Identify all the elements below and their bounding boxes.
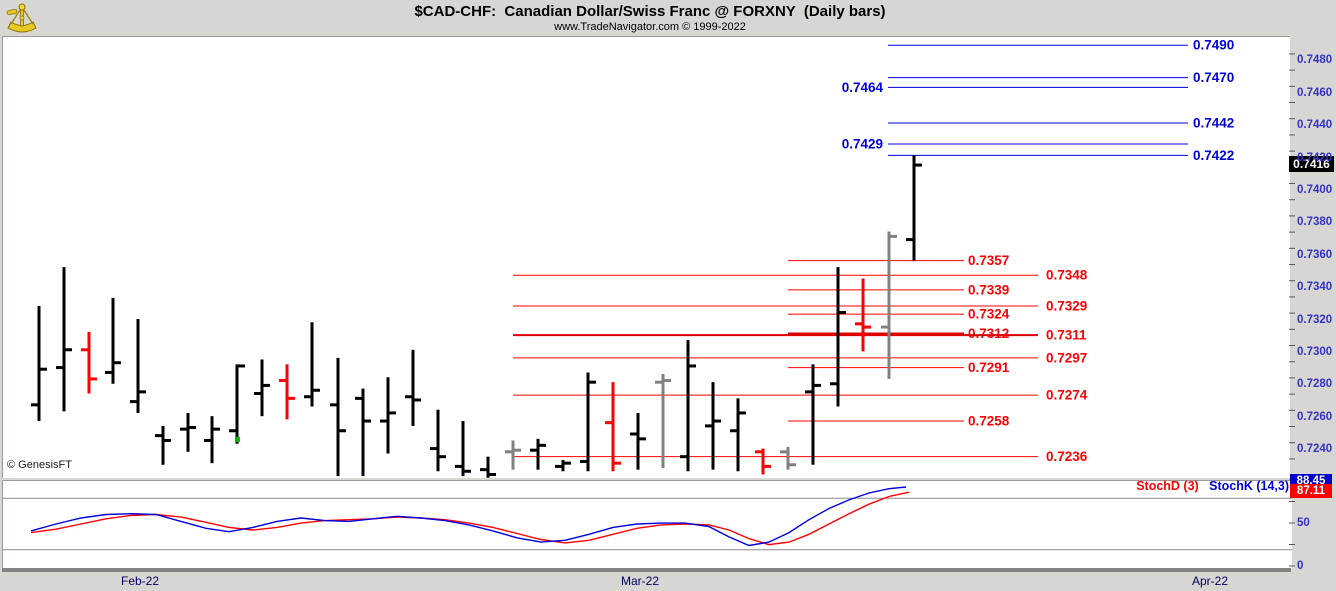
svg-text:0.7258: 0.7258 [968,414,1010,429]
chart-title: $CAD-CHF: Canadian Dollar/Swiss Franc @ … [414,3,886,20]
genesis-watermark: © GenesisFT [7,459,72,471]
price-tick-label: 0.7320 [1297,313,1333,326]
svg-text:0.7311: 0.7311 [1046,328,1087,343]
price-axis: 0.7416 0.7480 0.7460 0.7440 0.7420 0.7400 0.7… [1289,36,1336,477]
svg-text:0.7490: 0.7490 [1193,38,1234,53]
svg-text:0.7442: 0.7442 [1193,115,1234,130]
price-tick-label: 0.7380 [1297,216,1333,229]
trade-navigator-logo-icon [4,2,40,35]
svg-text:0.7312: 0.7312 [968,326,1009,341]
svg-text:0.7422: 0.7422 [1193,148,1234,163]
date-tick-label: Feb-22 [120,574,160,588]
svg-text:0.7464: 0.7464 [842,80,884,95]
svg-text:0.7291: 0.7291 [968,360,1010,375]
legend-spacer [1199,479,1209,493]
stoch-tick-label: 0 [1297,560,1304,572]
price-tick-label: 0.7460 [1297,86,1333,99]
price-tick-label: 0.7420 [1297,151,1333,164]
date-tick-label: Apr-22 [1191,574,1229,588]
price-tick-label: 0.7300 [1297,346,1333,358]
chart-subtitle: www.TradeNavigator.com © 1999-2022 [554,21,746,33]
stochd-value-badge: 87.11 [1290,484,1332,499]
price-tick-label: 0.7260 [1297,410,1333,423]
svg-text:0.7329: 0.7329 [1046,299,1087,314]
svg-text:0.7470: 0.7470 [1193,70,1234,85]
svg-text:0.7297: 0.7297 [1046,350,1087,365]
price-chart-panel[interactable]: 0.7490 0.7470 0.7464 0.7442 0.7429 0.7422 0.73… [2,36,1290,478]
price-tick-label: 0.7400 [1297,184,1333,196]
svg-text:0.7357: 0.7357 [968,253,1009,268]
svg-text:0.7236: 0.7236 [1046,449,1088,464]
price-tick-label: 0.7360 [1297,248,1333,261]
svg-text:0.7274: 0.7274 [1046,388,1088,403]
stochastic-panel[interactable] [2,480,1292,569]
stochastic-axis: 88.45 87.11 50 0 [1289,473,1336,572]
date-axis-bar [2,568,1291,572]
price-tick-label: 0.7280 [1297,378,1333,391]
price-tick-label: 0.7480 [1297,54,1333,67]
price-tick-label: 0.7340 [1297,281,1333,294]
date-tick-label: Mar-22 [620,574,660,588]
price-chart-canvas: 0.7490 0.7470 0.7464 0.7442 0.7429 0.7422 0.73… [31,38,1234,478]
stochd-label: StochD (3) [1136,479,1199,493]
last-price-badge: 0.7416 [1289,156,1334,173]
svg-text:0.7348: 0.7348 [1046,268,1088,283]
svg-text:0.7429: 0.7429 [842,137,883,152]
svg-text:0.7324: 0.7324 [968,307,1010,322]
stochastic-legend: StochD (3) StochK (14,3) [989,479,1289,493]
svg-text:0.7339: 0.7339 [968,282,1009,297]
stochk-label: StochK (14,3) [1209,479,1289,493]
stochastic-canvas [3,486,1292,551]
price-tick-label: 0.7240 [1297,443,1333,456]
stoch-tick-label: 50 [1297,517,1310,529]
price-tick-label: 0.7440 [1297,119,1333,132]
